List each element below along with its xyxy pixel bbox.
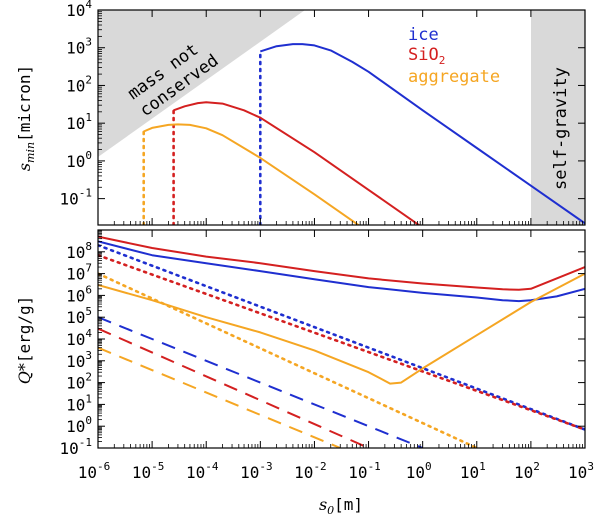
x-unit: [m] — [334, 495, 363, 514]
series-ice-gravity-bottom — [98, 316, 424, 448]
bottom-y-tick-label: 104 — [66, 327, 92, 349]
bottom-y-tick-label: 105 — [66, 305, 92, 327]
self-gravity-label: self-gravity — [551, 67, 571, 190]
series-aggregate-total-bottom — [98, 272, 585, 385]
mass-not-conserved-region — [98, 10, 305, 157]
bottom-y-symbol: Q* — [15, 363, 34, 384]
legend-sio2-sub: 2 — [439, 54, 446, 67]
x-tick-label: 10-5 — [132, 460, 165, 482]
top-y-tick-label: 102 — [66, 73, 92, 95]
bottom-y-tick-label: 108 — [66, 240, 92, 262]
x-symbol: s — [319, 495, 327, 514]
series-ice-total-bottom — [98, 240, 585, 303]
bottom-y-axis-label: Q*[erg/g] — [15, 296, 34, 385]
x-tick-label: 10-4 — [186, 460, 219, 482]
top-y-unit: [micron] — [15, 65, 34, 142]
bottom-y-tick-label: 103 — [66, 349, 92, 371]
series-sio2-strength-bottom — [98, 253, 585, 431]
x-tick-label: 10-1 — [348, 460, 381, 482]
series-sio2-total-bottom — [98, 235, 585, 291]
bottom-y-tick-label: 106 — [66, 283, 92, 305]
x-tick-label: 10-3 — [240, 460, 273, 482]
bottom-y-tick-label: 10-1 — [59, 436, 92, 458]
series-aggregate-top — [143, 123, 361, 225]
top-y-symbol: s — [15, 163, 34, 171]
x-sub: 0 — [327, 504, 334, 517]
top-y-axis-label: smin[micron] — [15, 65, 37, 171]
top-plot-frame — [97, 9, 586, 226]
series-ice-top — [259, 43, 585, 225]
top-y-tick-label: 100 — [66, 149, 92, 171]
x-tick-label: 103 — [568, 460, 594, 482]
series-sio2-top — [173, 101, 421, 225]
legend-sio2: SiO2 — [408, 45, 445, 67]
x-axis-label: s0[m] — [319, 495, 363, 517]
series-aggregate-strength-bottom — [98, 272, 479, 448]
bottom-y-tick-label: 107 — [66, 262, 92, 284]
legend-sio2-main: SiO — [408, 45, 439, 65]
bottom-series-layer — [98, 235, 585, 448]
x-tick-label: 101 — [460, 460, 486, 482]
bottom-y-tick-label: 100 — [66, 414, 92, 436]
series-ice-strength-bottom — [98, 243, 585, 431]
top-y-tick-label: 10-1 — [59, 187, 92, 209]
series-sio2-gravity-bottom — [98, 327, 370, 448]
self-gravity-region — [531, 10, 585, 225]
legend-ice: ice — [408, 25, 439, 45]
bottom-x-ticks: 10-6 10-5 10-4 10-3 10-2 10-1 100 101 102 103 — [78, 230, 594, 482]
top-x-ticks — [97, 10, 586, 225]
x-tick-label: 10-6 — [78, 460, 111, 482]
legend-aggregate: aggregate — [408, 67, 500, 87]
bottom-y-tick-label: 102 — [66, 371, 92, 393]
top-y-sub: min — [24, 142, 37, 163]
bottom-y-unit: [erg/g] — [15, 296, 34, 363]
top-y-ticks: 10-1 100 101 102 103 104 — [59, 0, 585, 209]
series-aggregate-gravity-bottom — [98, 346, 341, 448]
top-y-tick-label: 103 — [66, 36, 92, 58]
bottom-y-tick-label: 101 — [66, 392, 92, 414]
x-tick-label: 100 — [406, 460, 432, 482]
top-y-tick-label: 101 — [66, 111, 92, 133]
top-y-tick-label: 104 — [66, 0, 92, 20]
x-tick-label: 10-2 — [294, 460, 327, 482]
top-series-layer — [142, 43, 585, 225]
x-tick-label: 102 — [514, 460, 540, 482]
